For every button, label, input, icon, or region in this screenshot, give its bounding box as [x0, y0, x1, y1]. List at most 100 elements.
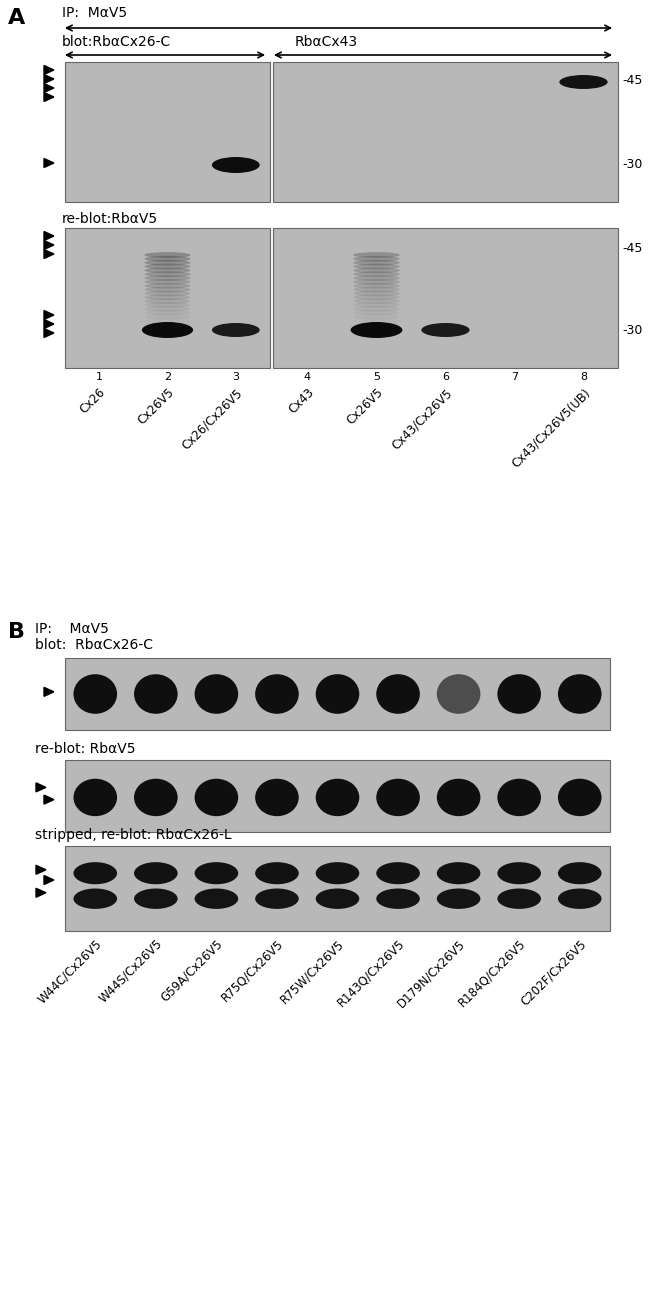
Polygon shape — [44, 328, 54, 337]
Ellipse shape — [212, 157, 260, 173]
Text: 8: 8 — [580, 372, 587, 382]
Text: RbαCx43: RbαCx43 — [295, 35, 358, 49]
Ellipse shape — [144, 264, 190, 269]
Ellipse shape — [144, 260, 190, 265]
Text: IP:  MαV5: IP: MαV5 — [62, 7, 127, 20]
Text: A: A — [8, 8, 25, 29]
Text: blot:RbαCx26-C: blot:RbαCx26-C — [62, 35, 171, 49]
Text: W44S/Cx26V5: W44S/Cx26V5 — [97, 937, 165, 1006]
Text: -30: -30 — [622, 159, 642, 172]
Ellipse shape — [316, 863, 359, 885]
Ellipse shape — [353, 286, 400, 293]
Ellipse shape — [353, 290, 400, 297]
Text: Cx26V5: Cx26V5 — [344, 386, 385, 428]
Text: D179N/Cx26V5: D179N/Cx26V5 — [395, 937, 468, 1010]
Ellipse shape — [497, 863, 541, 885]
Ellipse shape — [144, 290, 190, 297]
Text: blot:  RbαCx26-C: blot: RbαCx26-C — [35, 637, 153, 652]
Ellipse shape — [437, 863, 480, 885]
Ellipse shape — [353, 256, 400, 262]
Ellipse shape — [437, 889, 480, 909]
FancyBboxPatch shape — [273, 62, 618, 202]
Ellipse shape — [73, 674, 117, 714]
Ellipse shape — [144, 282, 190, 289]
Ellipse shape — [350, 323, 402, 338]
Ellipse shape — [497, 889, 541, 909]
Ellipse shape — [353, 278, 400, 285]
Text: Cx43/Cx26V5(UB): Cx43/Cx26V5(UB) — [509, 386, 593, 470]
Text: R75W/Cx26V5: R75W/Cx26V5 — [278, 937, 346, 1006]
Text: -30: -30 — [622, 324, 642, 337]
Ellipse shape — [144, 306, 190, 312]
Ellipse shape — [558, 889, 601, 909]
Ellipse shape — [194, 889, 238, 909]
Ellipse shape — [144, 314, 190, 319]
Ellipse shape — [134, 863, 177, 885]
Polygon shape — [36, 865, 46, 874]
Ellipse shape — [194, 779, 238, 816]
Polygon shape — [36, 783, 46, 792]
Ellipse shape — [144, 275, 190, 281]
Ellipse shape — [144, 272, 190, 277]
Ellipse shape — [558, 674, 601, 714]
Ellipse shape — [560, 75, 608, 88]
Ellipse shape — [497, 674, 541, 714]
Ellipse shape — [353, 252, 400, 258]
Ellipse shape — [194, 674, 238, 714]
Ellipse shape — [144, 294, 190, 301]
Text: re-blot: RbαV5: re-blot: RbαV5 — [35, 742, 135, 756]
Text: Cx26V5: Cx26V5 — [135, 386, 177, 428]
Text: 5: 5 — [373, 372, 380, 382]
Text: Cx43: Cx43 — [286, 386, 317, 416]
Polygon shape — [44, 687, 54, 696]
Ellipse shape — [353, 264, 400, 269]
Text: 7: 7 — [511, 372, 518, 382]
Text: Cx26/Cx26V5: Cx26/Cx26V5 — [179, 386, 245, 451]
Ellipse shape — [353, 275, 400, 281]
Ellipse shape — [142, 323, 193, 338]
Ellipse shape — [212, 323, 260, 337]
Ellipse shape — [437, 779, 480, 816]
Ellipse shape — [316, 674, 359, 714]
Polygon shape — [44, 92, 54, 101]
Ellipse shape — [376, 889, 420, 909]
Text: G59A/Cx26V5: G59A/Cx26V5 — [159, 937, 226, 1004]
Text: stripped, re-blot: RbαCx26-L: stripped, re-blot: RbαCx26-L — [35, 827, 231, 842]
Text: IP:    MαV5: IP: MαV5 — [35, 622, 109, 636]
Text: 1: 1 — [96, 372, 103, 382]
Polygon shape — [44, 159, 54, 168]
Ellipse shape — [421, 323, 470, 337]
Ellipse shape — [144, 278, 190, 285]
Text: R75Q/Cx26V5: R75Q/Cx26V5 — [219, 937, 286, 1004]
Polygon shape — [44, 320, 54, 328]
Ellipse shape — [134, 674, 177, 714]
Ellipse shape — [144, 310, 190, 316]
Ellipse shape — [144, 252, 190, 258]
FancyBboxPatch shape — [65, 846, 610, 932]
Ellipse shape — [353, 302, 400, 308]
Polygon shape — [44, 83, 54, 92]
Polygon shape — [44, 311, 54, 320]
Ellipse shape — [353, 306, 400, 312]
Ellipse shape — [134, 779, 177, 816]
FancyBboxPatch shape — [65, 760, 610, 833]
Text: 6: 6 — [442, 372, 449, 382]
Text: R184Q/Cx26V5: R184Q/Cx26V5 — [456, 937, 528, 1010]
Text: re-blot:RbαV5: re-blot:RbαV5 — [62, 212, 158, 226]
Polygon shape — [44, 250, 54, 259]
Polygon shape — [44, 65, 54, 74]
Ellipse shape — [316, 889, 359, 909]
Text: -45: -45 — [622, 242, 642, 255]
Text: C202F/Cx26V5: C202F/Cx26V5 — [518, 937, 589, 1007]
Ellipse shape — [144, 268, 190, 273]
Polygon shape — [44, 795, 54, 804]
Ellipse shape — [144, 256, 190, 262]
Ellipse shape — [73, 889, 117, 909]
Polygon shape — [44, 241, 54, 250]
Ellipse shape — [353, 294, 400, 301]
Text: -45: -45 — [622, 73, 642, 86]
FancyBboxPatch shape — [273, 228, 618, 368]
Ellipse shape — [353, 310, 400, 316]
Polygon shape — [36, 889, 46, 898]
Text: Cx43/Cx26V5: Cx43/Cx26V5 — [389, 386, 455, 451]
